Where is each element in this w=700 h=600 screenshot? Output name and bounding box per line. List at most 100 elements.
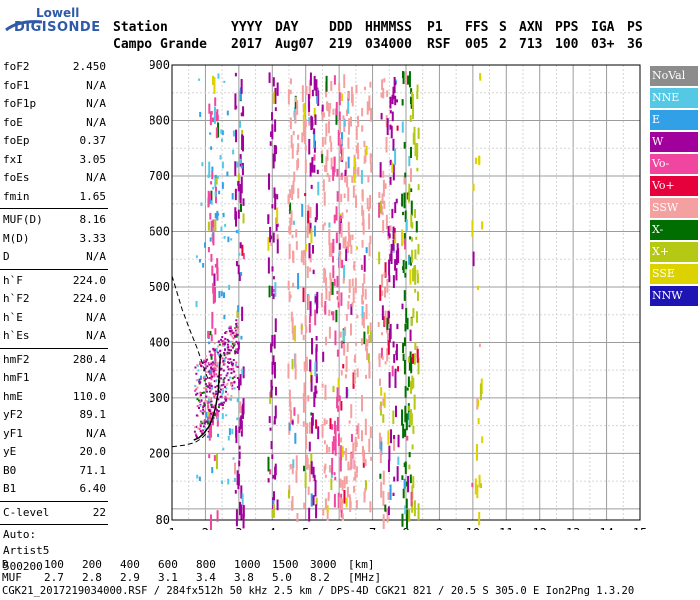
bottomside-curve <box>171 430 210 448</box>
param-value: N/A <box>86 78 106 92</box>
param-value: N/A <box>86 426 106 440</box>
streak-mark <box>410 200 413 216</box>
streak-mark <box>329 418 332 430</box>
streak-mark <box>242 504 245 518</box>
streak-mark <box>379 378 382 386</box>
streak-mark <box>333 156 336 173</box>
echo-mark <box>210 403 213 406</box>
x-tick-label: 3 <box>235 526 242 530</box>
streak-mark <box>353 369 356 384</box>
streak-mark <box>311 157 314 173</box>
streak-mark <box>355 126 358 140</box>
streak-mark <box>343 450 346 455</box>
echo-mark <box>215 390 218 393</box>
echo-mark <box>234 335 237 338</box>
echo-mark <box>202 406 205 409</box>
header-value-3: 219 <box>329 37 353 52</box>
streak-mark <box>211 265 214 276</box>
streak-mark <box>345 161 348 172</box>
streak-mark <box>367 206 370 212</box>
scatter-mark <box>195 255 198 258</box>
param-row: yE 20.0 <box>0 443 108 462</box>
streak-mark <box>271 454 274 459</box>
streak-mark <box>408 254 411 265</box>
param-value: 89.1 <box>79 408 107 421</box>
streak-mark <box>404 172 407 178</box>
streak-mark <box>401 229 404 247</box>
echo-mark <box>210 366 213 369</box>
streak-mark <box>288 422 291 431</box>
streak-mark <box>365 338 368 352</box>
streak-mark <box>360 338 363 346</box>
streak-mark <box>297 273 300 290</box>
streak-mark <box>308 122 311 126</box>
echo-mark <box>229 398 232 401</box>
param-row: h`Es N/A <box>0 327 108 346</box>
streak-mark <box>407 376 410 387</box>
streak-mark <box>362 449 365 463</box>
scatter-mark <box>206 435 209 438</box>
streak-mark <box>272 276 275 280</box>
streak-mark <box>322 179 325 192</box>
streak-mark <box>378 202 381 218</box>
streak-mark <box>309 254 312 263</box>
streak-mark <box>393 476 396 482</box>
param-separator <box>0 347 108 349</box>
streak-mark <box>313 128 316 134</box>
streak-mark <box>382 490 385 506</box>
streak-mark <box>330 80 333 92</box>
streak-mark <box>304 472 307 488</box>
streak-mark <box>234 490 237 494</box>
param-separator <box>0 208 108 209</box>
echo-mark <box>222 378 225 381</box>
streak-mark <box>207 197 210 208</box>
scatter-mark <box>217 73 220 79</box>
streak-mark <box>276 234 279 240</box>
streak-mark <box>304 145 307 152</box>
streak-mark <box>241 306 244 322</box>
streak-mark <box>347 97 350 114</box>
streak-mark <box>405 261 408 270</box>
streak-mark <box>313 474 316 482</box>
streak-mark <box>332 311 335 321</box>
streak-mark <box>274 386 277 396</box>
streak-mark <box>272 289 275 293</box>
streak-mark <box>368 213 371 230</box>
streak-mark <box>313 225 316 237</box>
echo-mark <box>232 334 235 337</box>
streak-mark <box>348 420 351 424</box>
streak-mark <box>364 288 367 300</box>
echo-mark <box>221 403 224 406</box>
legend-item-vo: Vo- <box>650 154 698 174</box>
streak-mark <box>345 497 348 508</box>
streak-mark <box>234 72 237 77</box>
streak-mark <box>273 144 276 162</box>
streak-mark <box>340 222 343 238</box>
echo-mark <box>233 387 236 390</box>
header-label-8: AXN <box>519 20 543 35</box>
footer-value: 400 <box>120 558 140 571</box>
param-value: N/A <box>86 371 106 384</box>
streak-mark <box>308 243 311 259</box>
scatter-mark <box>235 230 238 234</box>
streak-mark <box>340 370 343 376</box>
streak-mark <box>321 154 324 164</box>
streak-mark <box>392 86 395 100</box>
streak-mark <box>337 492 340 508</box>
footer-value: 2.8 <box>82 571 102 584</box>
streak-mark <box>309 359 312 372</box>
echo-mark <box>216 365 219 368</box>
streak-mark <box>387 340 390 355</box>
streak-mark <box>303 135 306 141</box>
streak-mark <box>320 292 323 306</box>
scatter-mark <box>238 252 241 256</box>
scatter-mark <box>233 477 236 482</box>
streak-mark <box>407 475 410 493</box>
header-label-9: PPS <box>555 20 579 35</box>
echo-mark <box>203 360 206 363</box>
streak-mark <box>269 226 272 243</box>
echo-mark <box>226 351 229 354</box>
streak-mark <box>301 203 304 217</box>
x-tick-label: 13 <box>566 526 580 530</box>
streak-mark <box>382 414 385 423</box>
